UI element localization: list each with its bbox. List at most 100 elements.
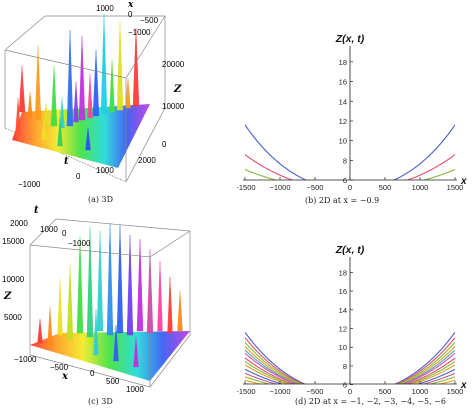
tick-t-c-0: 2000 <box>10 219 28 228</box>
surface-spike-9 <box>126 234 134 336</box>
y-tick-label-5: 16 <box>339 287 347 296</box>
surface-spike-17 <box>133 336 139 368</box>
tick-x-a-2: −500 <box>140 16 159 25</box>
surface-spike-17 <box>41 119 47 141</box>
tick-z-c-2: 15000 <box>2 237 25 246</box>
y-tick-label-1: 8 <box>343 362 347 371</box>
y-tick-label-6: 18 <box>339 268 347 277</box>
series-line-5 <box>245 352 455 384</box>
tick-x-c-1: −500 <box>50 363 69 372</box>
x-tick-label-1: −1000 <box>269 387 290 396</box>
spikes-a <box>15 13 140 151</box>
tick-t-c-3: −1000 <box>68 239 91 248</box>
tick-x-c-3: 500 <box>106 377 120 386</box>
tick-t-a-1: 0 <box>76 172 81 181</box>
surface-spike-6 <box>66 29 74 127</box>
x-tick-label-6: 1500 <box>447 387 464 396</box>
panel-b-2d-plot: 6 8 10 12 14 16 18 −1500 −1000 −500 0 500 1000 1500 Z(… <box>234 0 474 205</box>
y-tick-label-5: 16 <box>339 78 347 87</box>
y-tick-label-6: 18 <box>339 58 347 67</box>
surface-spike-7 <box>106 222 114 336</box>
x-tick-label-4: 500 <box>379 387 392 396</box>
tick-x-c-4: 1000 <box>126 385 144 394</box>
caption-d: (d) 2D at x = −1, −2, −3, −4, −5, −6 <box>295 397 446 406</box>
tick-t-c-2: 0 <box>62 229 67 238</box>
caption-b: (b) 2D at x = −0.9 <box>305 196 380 205</box>
y-tick-label-0: 6 <box>343 176 347 185</box>
tick-z-c-0: 5000 <box>4 313 22 322</box>
surface-spike-4 <box>76 236 84 334</box>
y-tick-label-0: 6 <box>343 381 347 390</box>
surface-plot-c <box>29 218 191 388</box>
surface-spike-7 <box>73 81 79 123</box>
panel-c-3d-surface: t 2000 1000 0 −1000 Z 5000 10000 15000 x… <box>0 205 237 407</box>
line-plot-d: 6 8 10 12 14 16 18 −1500 −1000 −500 0 500 1000 1500 Z(… <box>234 244 467 396</box>
surface-spike-15 <box>93 308 99 356</box>
surface-spike-8 <box>78 35 86 121</box>
surface-spike-0 <box>18 65 26 113</box>
y-tick-label-4: 14 <box>339 97 347 106</box>
tick-x-a-3: −1000 <box>128 28 151 37</box>
tick-x-a-0: 1000 <box>96 4 114 13</box>
tick-z-a-2: 20000 <box>162 60 185 69</box>
surface-spike-19 <box>85 127 91 151</box>
spikes-c <box>37 222 183 368</box>
line-plot-b: 6 8 10 12 14 16 18 −1500 −1000 −500 0 500 1000 1500 Z(… <box>234 33 467 192</box>
surface-spike-2 <box>34 45 42 121</box>
series-line-7 <box>245 361 455 384</box>
surface-spike-5 <box>59 97 65 129</box>
series-line-2 <box>245 341 455 384</box>
y-tick-label-3: 12 <box>339 117 347 126</box>
tick-z-c-1: 10000 <box>2 275 25 284</box>
x-tick-label-5: 1000 <box>412 183 429 192</box>
axis-label-z-c: Z <box>4 291 12 302</box>
surface-spike-11 <box>100 13 108 115</box>
surface-spike-10 <box>92 49 100 117</box>
caption-a: (a) 3D <box>88 195 114 204</box>
y-tick-label-2: 10 <box>339 343 347 352</box>
surface-spike-1 <box>47 306 53 348</box>
surface-spike-18 <box>57 117 63 147</box>
series-line-0 <box>245 124 455 180</box>
surface-spike-0 <box>37 318 43 344</box>
surface-spike-3 <box>66 264 74 340</box>
tick-x-c-0: −1000 <box>14 355 37 364</box>
axis-label-x-a: x <box>128 0 134 10</box>
tick-x-c-2: 0 <box>90 369 95 378</box>
series-line-1 <box>245 337 455 384</box>
surface-spike-2 <box>57 278 63 336</box>
x-tick-label-3: 0 <box>348 183 352 192</box>
x-tick-label-0: −1500 <box>237 387 256 396</box>
caption-c: (c) 3D <box>88 397 113 406</box>
tick-t-a-2: 1000 <box>96 166 114 175</box>
y-axis-title: Z(x, t) <box>335 33 365 45</box>
surface-spike-16 <box>113 324 119 362</box>
y-tick-label-1: 8 <box>343 156 347 165</box>
surface-spike-16 <box>15 97 21 135</box>
axis-label-t-a: t <box>64 156 69 167</box>
tick-z-a-1: 10000 <box>162 102 185 111</box>
tick-t-a-3: 2000 <box>138 156 156 165</box>
x-axis-title: x <box>460 176 467 187</box>
series-line-0 <box>245 331 455 384</box>
surface-spike-1 <box>27 91 33 119</box>
series-line-1 <box>245 154 455 180</box>
surface-spike-12 <box>157 260 163 332</box>
x-tick-label-6: 1500 <box>447 183 464 192</box>
axis-label-z-a: Z <box>174 84 182 95</box>
surface-spike-9 <box>87 73 93 119</box>
x-tick-label-1: −1000 <box>269 183 290 192</box>
surface-spike-14 <box>125 77 131 109</box>
surface-spike-13 <box>116 21 124 111</box>
tick-z-a-0: 0 <box>162 140 167 149</box>
series-line-6 <box>245 357 455 384</box>
x-tick-label-4: 500 <box>379 183 392 192</box>
x-tick-label-0: −1500 <box>237 183 256 192</box>
x-tick-label-2: −500 <box>307 183 324 192</box>
surface-spike-13 <box>167 276 173 334</box>
x-axis-title: x <box>460 380 467 391</box>
surface-spike-14 <box>177 290 183 332</box>
surface-spike-10 <box>136 238 144 332</box>
axis-label-t-c: t <box>34 205 39 216</box>
surface-spike-8 <box>116 224 124 334</box>
